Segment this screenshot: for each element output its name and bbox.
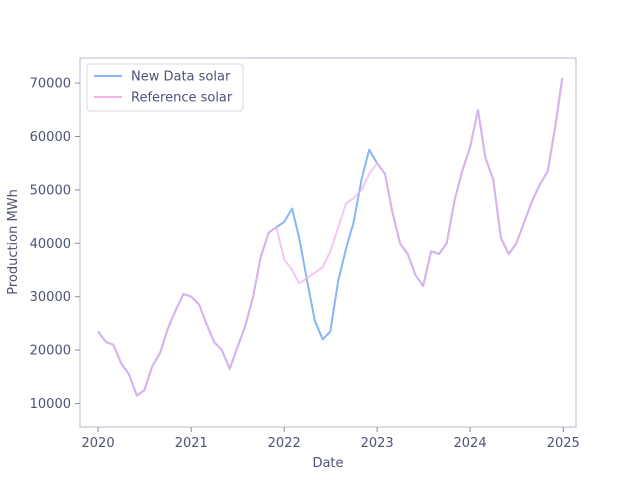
series-line-reference-solar	[97, 77, 564, 397]
x-tick-label: 2020	[82, 436, 115, 451]
y-tick-label: 10000	[30, 397, 71, 412]
legend-label-new-data-solar: New Data solar	[131, 70, 231, 85]
y-tick-label: 70000	[30, 77, 71, 92]
y-axis-label: Production MWh	[6, 189, 21, 295]
y-axis: 10000 20000 30000 40000 50000 60000 70000	[30, 77, 80, 412]
x-tick-label: 2024	[454, 436, 487, 451]
series-layer	[97, 77, 564, 397]
legend-box	[86, 63, 244, 112]
x-tick-label: 2022	[268, 436, 301, 451]
x-tick-label: 2021	[175, 436, 208, 451]
y-tick-label: 20000	[30, 344, 71, 359]
y-tick-label: 30000	[30, 290, 71, 305]
y-tick-label: 40000	[30, 237, 71, 252]
legend: New Data solar Reference solar	[86, 63, 244, 112]
y-tick-label: 60000	[30, 130, 71, 145]
x-axis-label: Date	[312, 456, 343, 471]
x-axis: 2020 2021 2022 2023 2024 2025	[82, 427, 580, 451]
plot-frame	[79, 57, 577, 428]
x-tick-label: 2025	[547, 436, 580, 451]
legend-label-reference-solar: Reference solar	[131, 91, 233, 106]
y-tick-label: 50000	[30, 183, 71, 198]
x-tick-label: 2023	[361, 436, 394, 451]
